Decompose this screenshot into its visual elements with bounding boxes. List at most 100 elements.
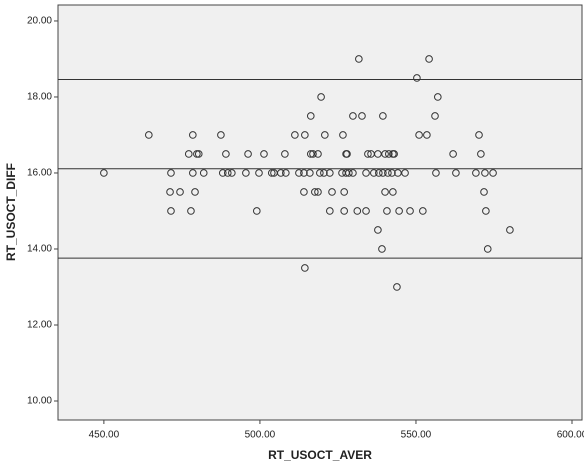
y-tick-label: 12.00 [27, 320, 52, 331]
point [353, 207, 362, 215]
point [320, 169, 328, 177]
point [223, 169, 232, 177]
point [482, 207, 490, 215]
point [384, 169, 392, 177]
point [166, 188, 174, 196]
point [218, 169, 227, 177]
point [311, 188, 319, 196]
point [242, 169, 250, 177]
point [281, 150, 289, 158]
x-tick-label: 600.00 [557, 430, 584, 441]
point [314, 150, 322, 158]
point [316, 169, 324, 177]
point [364, 150, 372, 158]
x-axis-title: RT_USOCT_AVER [268, 448, 372, 462]
point [167, 169, 175, 177]
point [145, 131, 153, 139]
plot-area [57, 4, 583, 421]
point [277, 169, 285, 177]
point [199, 169, 208, 177]
point [300, 169, 308, 177]
point [419, 207, 427, 215]
point [374, 226, 382, 234]
point [339, 131, 347, 139]
point [184, 150, 193, 158]
x-tick-label: 550.00 [401, 430, 432, 441]
point [415, 131, 423, 139]
point [385, 150, 393, 158]
point [379, 169, 387, 177]
point [355, 55, 363, 63]
point [187, 207, 195, 215]
point [306, 112, 315, 120]
point [217, 131, 225, 139]
point [189, 169, 197, 177]
point [434, 93, 442, 101]
point [489, 169, 497, 177]
point [295, 169, 303, 177]
point [253, 207, 261, 215]
y-tick-label: 14.00 [27, 244, 52, 255]
point [431, 112, 439, 120]
point [389, 188, 397, 196]
point [413, 74, 421, 82]
point [306, 150, 315, 158]
point [189, 131, 197, 139]
point [100, 169, 108, 177]
point [472, 169, 480, 177]
point [349, 112, 357, 120]
point [388, 169, 396, 177]
point [362, 207, 370, 215]
point [349, 169, 357, 177]
point [326, 207, 334, 215]
point [314, 188, 322, 196]
point [345, 169, 353, 177]
point [301, 131, 309, 139]
point [506, 226, 514, 234]
point [374, 150, 382, 158]
point [483, 245, 492, 253]
point [401, 169, 409, 177]
y-tick-label: 16.00 [27, 168, 52, 179]
point [255, 169, 263, 177]
point [477, 150, 485, 158]
y-tick-label: 18.00 [27, 92, 52, 103]
point [267, 169, 276, 177]
point [395, 207, 403, 215]
point [306, 169, 314, 177]
point [328, 188, 336, 196]
point [393, 283, 401, 291]
point [244, 150, 252, 158]
point [362, 169, 370, 177]
point [282, 169, 290, 177]
point [381, 150, 389, 158]
point [343, 150, 351, 158]
point [452, 169, 460, 177]
point [481, 169, 489, 177]
y-tick-label: 10.00 [27, 396, 52, 407]
point [475, 131, 483, 139]
point [222, 150, 230, 158]
y-tick-label: 20.00 [27, 16, 52, 27]
point [291, 131, 299, 139]
point [300, 188, 308, 196]
point [425, 55, 433, 63]
point [432, 169, 440, 177]
point [423, 131, 431, 139]
point [340, 188, 348, 196]
point [383, 207, 391, 215]
point [449, 150, 457, 158]
point [375, 169, 383, 177]
point [260, 150, 268, 158]
point [389, 150, 397, 158]
point [381, 188, 389, 196]
point [317, 93, 325, 101]
x-tick-label: 450.00 [89, 430, 120, 441]
point [379, 112, 387, 120]
point [480, 188, 488, 196]
point [228, 169, 236, 177]
point [378, 245, 386, 253]
x-tick-label: 500.00 [245, 430, 276, 441]
